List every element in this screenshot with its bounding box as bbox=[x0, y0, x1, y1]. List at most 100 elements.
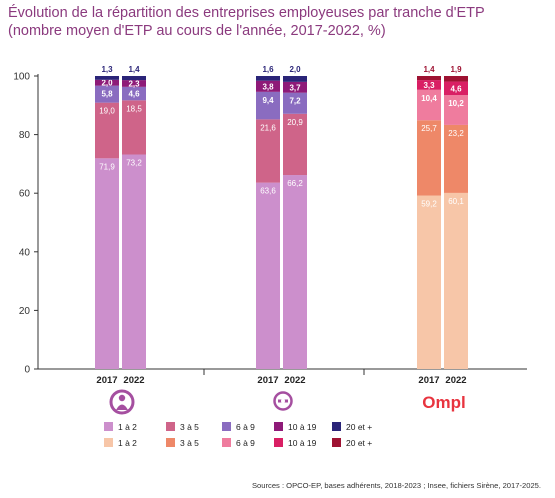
legend-swatch bbox=[274, 438, 283, 447]
bar-segment bbox=[122, 100, 146, 155]
bar-segment bbox=[95, 76, 119, 80]
data-label: 10,4 bbox=[421, 94, 437, 103]
legend-label: 20 et + bbox=[346, 422, 372, 432]
data-label: 63,6 bbox=[260, 187, 276, 196]
data-label: 2,3 bbox=[128, 79, 140, 88]
bar-segment bbox=[444, 124, 468, 193]
title-line-1: Évolution de la répartition des entrepri… bbox=[8, 5, 485, 21]
y-tick-label: 80 bbox=[19, 130, 31, 141]
data-label: 25,7 bbox=[421, 124, 437, 133]
x-tick-label: 2017 bbox=[257, 375, 278, 386]
y-tick-label: 100 bbox=[13, 72, 30, 83]
legend-label: 20 et + bbox=[346, 438, 372, 448]
y-tick-label: 20 bbox=[19, 306, 31, 317]
bar-segment bbox=[95, 79, 119, 86]
data-label: 9,4 bbox=[262, 96, 274, 105]
data-label: 73,2 bbox=[126, 159, 142, 168]
bar-segment bbox=[283, 81, 307, 93]
bar-segment bbox=[95, 102, 119, 159]
legend-label: 3 à 5 bbox=[180, 422, 199, 432]
legend-swatch bbox=[274, 422, 283, 431]
title-line-2: (nombre moyen d'ETP au cours de l'année,… bbox=[8, 23, 386, 39]
bar-segment bbox=[283, 76, 307, 82]
bar-segment bbox=[95, 158, 119, 369]
legend-swatch bbox=[166, 438, 175, 447]
data-label: 1,4 bbox=[423, 65, 435, 74]
bar-segment bbox=[122, 86, 146, 101]
data-label: 3,8 bbox=[262, 82, 274, 91]
legend-swatch bbox=[104, 422, 113, 431]
bar-segment bbox=[417, 120, 441, 196]
x-tick-label: 2022 bbox=[284, 375, 305, 386]
bar-segment bbox=[122, 154, 146, 369]
x-tick-label: 2022 bbox=[445, 375, 466, 386]
legend-label: 1 à 2 bbox=[118, 438, 137, 448]
y-tick-label: 40 bbox=[19, 247, 31, 258]
legend-swatch bbox=[332, 422, 341, 431]
data-label: 2,0 bbox=[289, 65, 301, 74]
data-label: 2,0 bbox=[101, 79, 113, 88]
y-tick-label: 0 bbox=[24, 365, 30, 376]
legend-label: 3 à 5 bbox=[180, 438, 199, 448]
legend-swatch bbox=[166, 422, 175, 431]
logo-group-1-body bbox=[116, 404, 128, 410]
bar-segment bbox=[444, 81, 468, 96]
bar-segment bbox=[417, 195, 441, 369]
data-label: 71,9 bbox=[99, 162, 115, 171]
data-label: 7,2 bbox=[289, 97, 301, 106]
bar-segment bbox=[122, 76, 146, 81]
legend-label: 10 à 19 bbox=[288, 438, 317, 448]
data-label: 4,6 bbox=[450, 84, 462, 93]
legend-label: 6 à 9 bbox=[236, 438, 255, 448]
bar-segment bbox=[256, 91, 280, 120]
bar-segment bbox=[444, 95, 468, 125]
data-label: 23,2 bbox=[448, 129, 464, 138]
bar-segment bbox=[256, 76, 280, 81]
x-tick-label: 2017 bbox=[96, 375, 117, 386]
data-label: 66,2 bbox=[287, 179, 303, 188]
legend-label: 10 à 19 bbox=[288, 422, 317, 432]
bar-segment bbox=[122, 80, 146, 87]
data-label: 18,5 bbox=[126, 104, 142, 113]
data-label: 59,2 bbox=[421, 200, 437, 209]
logo-ompl: Ompl bbox=[422, 393, 465, 412]
y-tick-label: 60 bbox=[19, 189, 31, 200]
legend-label: 6 à 9 bbox=[236, 422, 255, 432]
bar-segment bbox=[417, 80, 441, 90]
x-tick-label: 2017 bbox=[418, 375, 439, 386]
bar-segment bbox=[95, 85, 119, 103]
data-label: 10,2 bbox=[448, 99, 464, 108]
bar-segment bbox=[417, 76, 441, 81]
bar-segment bbox=[256, 182, 280, 369]
logo-group-2-ring bbox=[273, 391, 293, 411]
data-label: 1,4 bbox=[128, 65, 140, 74]
legend-label: 1 à 2 bbox=[118, 422, 137, 432]
logo-group-1-head bbox=[118, 394, 126, 402]
chart-title: Évolution de la répartition des entrepri… bbox=[8, 4, 548, 40]
data-label: 1,6 bbox=[262, 65, 274, 74]
data-label: 60,1 bbox=[448, 197, 464, 206]
logo-group-1-ring bbox=[109, 389, 135, 415]
bar-segment bbox=[256, 119, 280, 183]
data-label: 5,8 bbox=[101, 90, 113, 99]
legend-swatch bbox=[222, 438, 231, 447]
bar-segment bbox=[283, 92, 307, 114]
data-label: 3,3 bbox=[423, 81, 435, 90]
data-label: 19,0 bbox=[99, 107, 115, 116]
source-note: Sources : OPCO-EP, bases adhérents, 2018… bbox=[251, 481, 541, 490]
bar-segment bbox=[444, 76, 468, 82]
data-label: 3,7 bbox=[289, 83, 301, 92]
legend-swatch bbox=[222, 422, 231, 431]
bar-segment bbox=[444, 192, 468, 369]
data-label: 1,3 bbox=[101, 65, 113, 74]
data-label: 1,9 bbox=[450, 65, 462, 74]
bar-segment bbox=[283, 113, 307, 176]
data-label: 21,6 bbox=[260, 123, 276, 132]
data-label: 4,6 bbox=[128, 90, 140, 99]
legend-swatch bbox=[332, 438, 341, 447]
logo-group-2-dot bbox=[281, 399, 285, 403]
bar-segment bbox=[283, 175, 307, 369]
bar-segment bbox=[256, 80, 280, 92]
x-tick-label: 2022 bbox=[123, 375, 144, 386]
